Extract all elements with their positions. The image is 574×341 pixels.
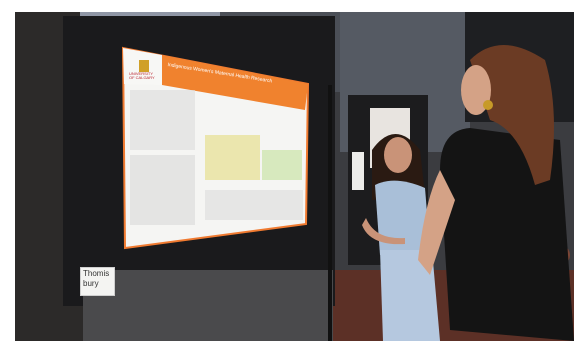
poster-text-block (205, 190, 303, 220)
poster-title-bar (160, 55, 308, 110)
poster-text-column-2 (130, 155, 195, 225)
poster-diagram-2 (262, 150, 302, 180)
small-sign (352, 152, 364, 190)
board-lower-panel (83, 270, 333, 341)
name-card-line2: bury (83, 279, 99, 288)
woman-left (362, 134, 440, 341)
woman-right-face (461, 65, 491, 115)
name-card-line1: Thomis (83, 269, 110, 278)
poster-logo-text: UNIVERSITY OF CALGARY (129, 71, 155, 80)
earring (483, 100, 493, 110)
woman-right-arm (418, 170, 455, 275)
poster-text-column (130, 90, 195, 150)
research-poster (121, 46, 310, 250)
woman-left-face (384, 137, 412, 173)
name-card: Thomis bury (80, 267, 115, 296)
woman-right (418, 45, 574, 341)
woman-left-arms (362, 218, 405, 245)
woman-left-top (375, 180, 430, 255)
university-crest (139, 60, 149, 72)
woman-right-dress (440, 128, 574, 341)
poster-diagram (205, 135, 260, 180)
woman-left-skirt (380, 250, 440, 341)
woman-right-hair (470, 45, 554, 185)
